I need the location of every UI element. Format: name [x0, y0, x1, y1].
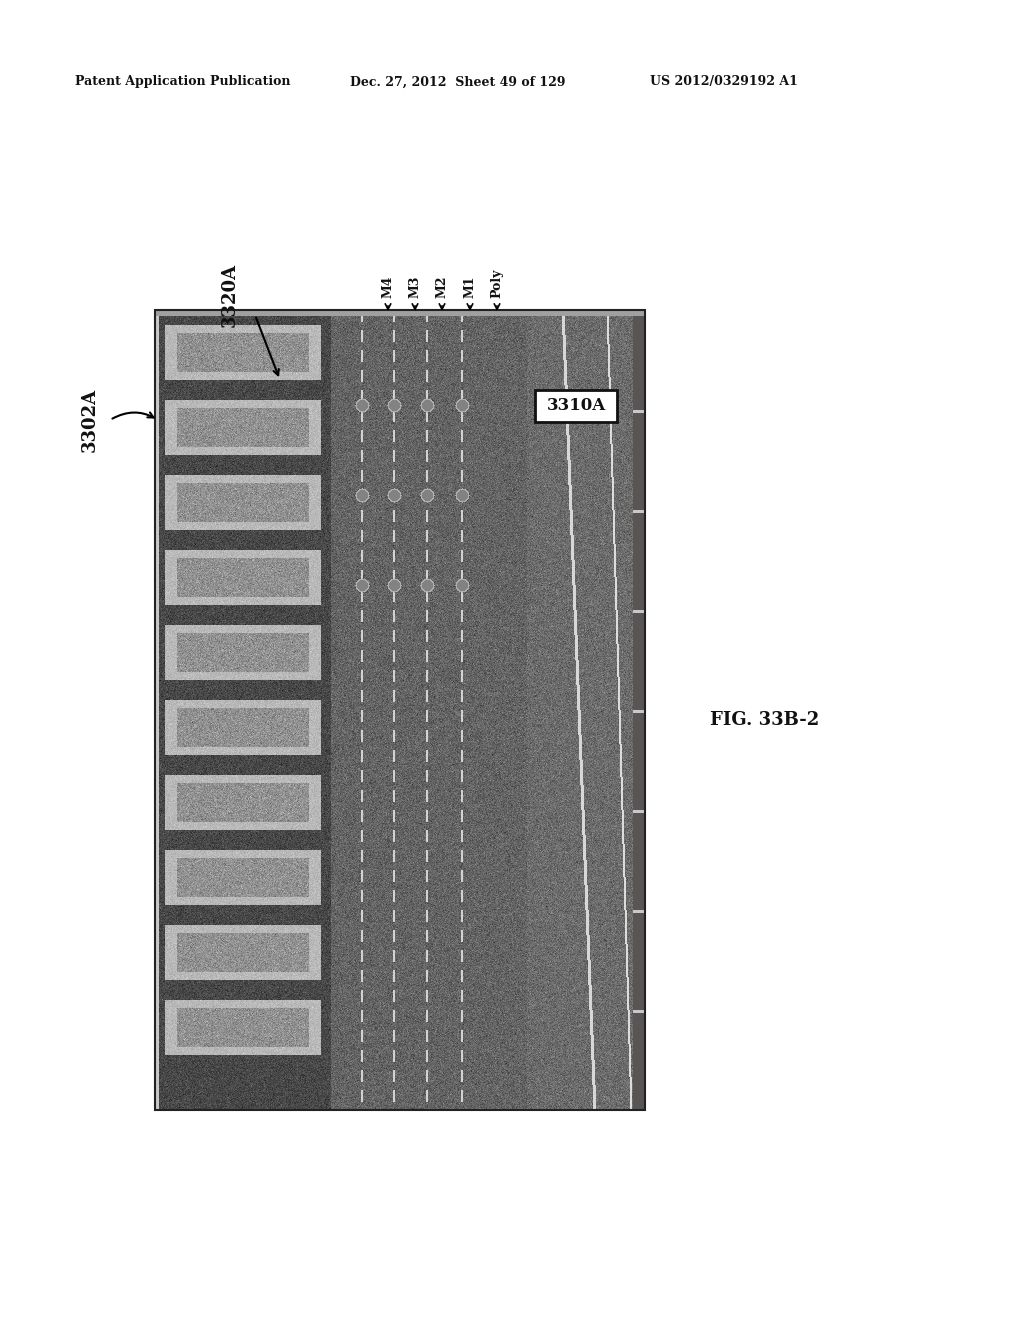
Text: M4: M4 [382, 276, 394, 298]
Text: M1: M1 [464, 276, 476, 298]
Bar [155, 310, 645, 1110]
Text: US 2012/0329192 A1: US 2012/0329192 A1 [650, 75, 798, 88]
Text: 3302A: 3302A [81, 388, 99, 451]
Text: M3: M3 [409, 276, 422, 298]
Text: FIG. 33B-2: FIG. 33B-2 [710, 711, 819, 729]
Text: Poly: Poly [490, 269, 504, 298]
Text: Dec. 27, 2012  Sheet 49 of 129: Dec. 27, 2012 Sheet 49 of 129 [350, 75, 565, 88]
Bar [535, 389, 617, 422]
Text: M2: M2 [435, 276, 449, 298]
Text: Patent Application Publication: Patent Application Publication [75, 75, 291, 88]
Text: 3320A: 3320A [221, 263, 239, 327]
Text: 3310A: 3310A [547, 397, 605, 414]
